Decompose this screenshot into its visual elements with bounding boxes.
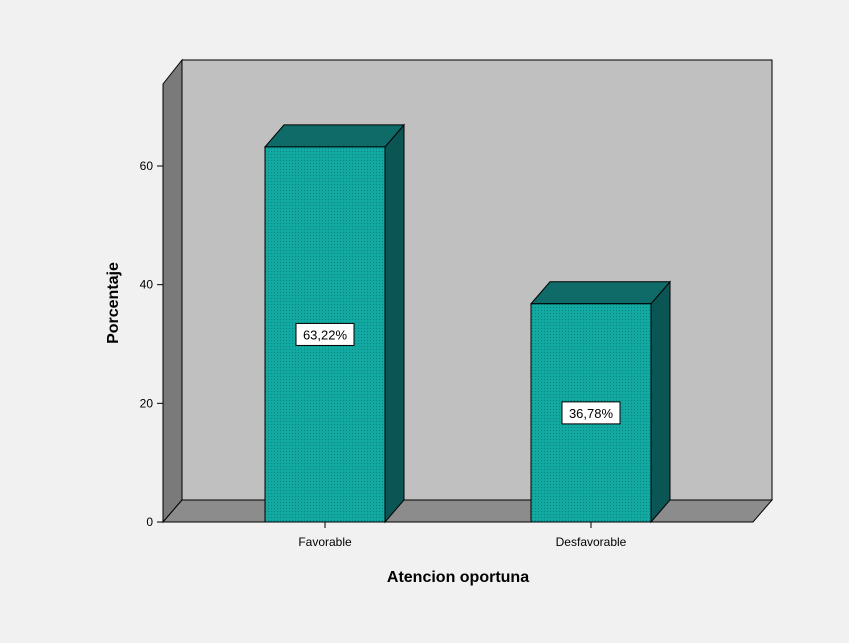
bar-top <box>529 281 672 305</box>
plot-floor <box>161 499 774 523</box>
y-tick-label: 60 <box>140 159 154 173</box>
x-axis-title: Atencion oportuna <box>387 569 529 586</box>
bar-side <box>384 123 405 524</box>
bars: 63,22% 36,78% <box>263 123 672 524</box>
y-axis-ticks: 0 20 40 60 <box>140 159 163 529</box>
category-labels: Favorable Desfavorable <box>298 522 627 549</box>
data-label: 36,78% <box>569 406 614 421</box>
x-tick-label: Favorable <box>298 535 352 549</box>
data-label: 63,22% <box>303 327 348 342</box>
bar-top <box>263 124 406 148</box>
y-tick-label: 20 <box>140 396 154 410</box>
y-tick-label: 0 <box>146 515 153 529</box>
x-tick-label: Desfavorable <box>556 535 627 549</box>
y-axis-title: Porcentaje <box>105 262 122 344</box>
data-label-box <box>561 401 621 425</box>
bar-desfavorable: 36,78% <box>529 280 672 524</box>
plot-side-wall <box>162 58 183 524</box>
bar-favorable: 63,22% <box>263 123 406 524</box>
bar-side <box>650 280 671 524</box>
y-tick-label: 40 <box>140 278 154 292</box>
data-label-box <box>295 322 355 346</box>
